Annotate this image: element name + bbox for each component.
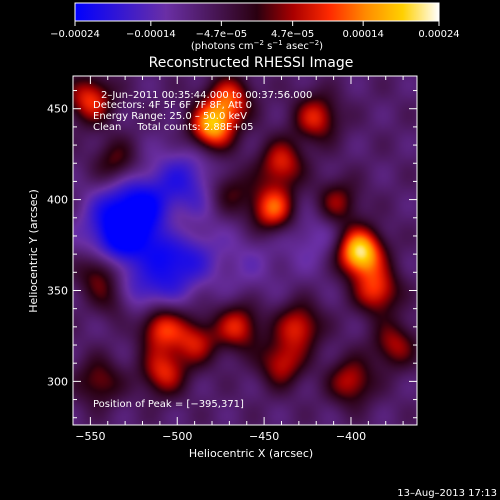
y-tick-label: 400 — [47, 194, 68, 207]
colorbar-tick-label: 4.7e−05 — [271, 29, 314, 40]
annotation-energy: Energy Range: 25.0 – 50.0 keV — [93, 111, 247, 122]
annotation-block: 2–Jun–2011 00:35:44.000 to 00:37:56.000 … — [93, 90, 312, 410]
y-axis-label: Heliocentric Y (arcsec) — [27, 189, 40, 313]
x-axis-label: Heliocentric X (arcsec) — [189, 447, 313, 460]
axis-ticks: −550 −500 −450 −400 300 350 400 450 — [47, 76, 417, 443]
colorbar-tick-label: −0.00024 — [50, 29, 100, 40]
y-tick-label: 450 — [47, 103, 68, 116]
heatmap-image — [73, 76, 417, 425]
chart-title: Reconstructed RHESSI Image — [149, 55, 354, 71]
colorbar-tick-label: −0.00014 — [126, 29, 176, 40]
colorbar-gradient — [74, 2, 440, 22]
colorbar-ticks: −0.00024 −0.00014 −4.7e−05 4.7e−05 0.00014 0.… — [50, 21, 460, 40]
x-tick-label: −450 — [249, 430, 279, 443]
x-tick-label: −500 — [162, 430, 192, 443]
x-tick-label: −400 — [336, 430, 366, 443]
y-tick-label: 300 — [47, 375, 68, 388]
y-tick-label: 350 — [47, 284, 68, 297]
annotation-detectors: Detectors: 4F 5F 6F 7F 8F, Att 0 — [93, 100, 252, 111]
colorbar-tick-label: 0.00014 — [342, 29, 383, 40]
colorbar-tick-label: 0.00024 — [418, 29, 459, 40]
plot-frame — [72, 75, 418, 426]
x-tick-label: −550 — [75, 430, 105, 443]
annotation-peak: Position of Peak = [−395,371] — [93, 399, 244, 410]
annotation-time-range: 2–Jun–2011 00:35:44.000 to 00:37:56.000 — [101, 90, 312, 101]
colorbar-units: (photons cm−2 s−1 asec−2) — [191, 39, 323, 52]
annotation-counts: Clean Total counts: 2.88E+05 — [93, 122, 253, 133]
colorbar: −0.00024 −0.00014 −4.7e−05 4.7e−05 0.00014 0.… — [50, 2, 460, 52]
footer-timestamp: 13–Aug–2013 17:13 — [397, 488, 497, 499]
colorbar-tick-label: −4.7e−05 — [196, 29, 248, 40]
